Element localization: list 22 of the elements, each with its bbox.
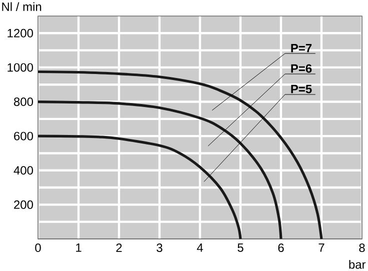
y-tick-label: 600 [14,132,34,140]
text: P=6 [291,64,312,73]
y-tick-label: 1000 [8,63,34,72]
x-tick-label: 6 [278,244,284,252]
text: P=5 [291,84,312,94]
x-tick-label: 8 [359,244,365,252]
x-tick-label: 3 [156,244,162,252]
x-tick-label: 5 [238,244,244,252]
y-tick-label: 1200 [8,28,34,38]
y-tick-label: 800 [14,98,34,106]
x-axis-title: bar [349,260,366,269]
x-tick-label: 2 [116,244,122,252]
y-tick-label: 400 [14,166,34,175]
y-tick-label: 200 [14,200,34,209]
line-series [36,134,242,240]
y-axis-title: Nl / min [2,2,42,12]
x-tick-label: 4 [196,244,203,252]
line-series [36,100,282,240]
x-tick-label: 1 [76,244,82,252]
x-tick-label: 0 [35,244,41,252]
x-tick-label: 7 [318,244,324,252]
text: P=7 [291,44,312,52]
